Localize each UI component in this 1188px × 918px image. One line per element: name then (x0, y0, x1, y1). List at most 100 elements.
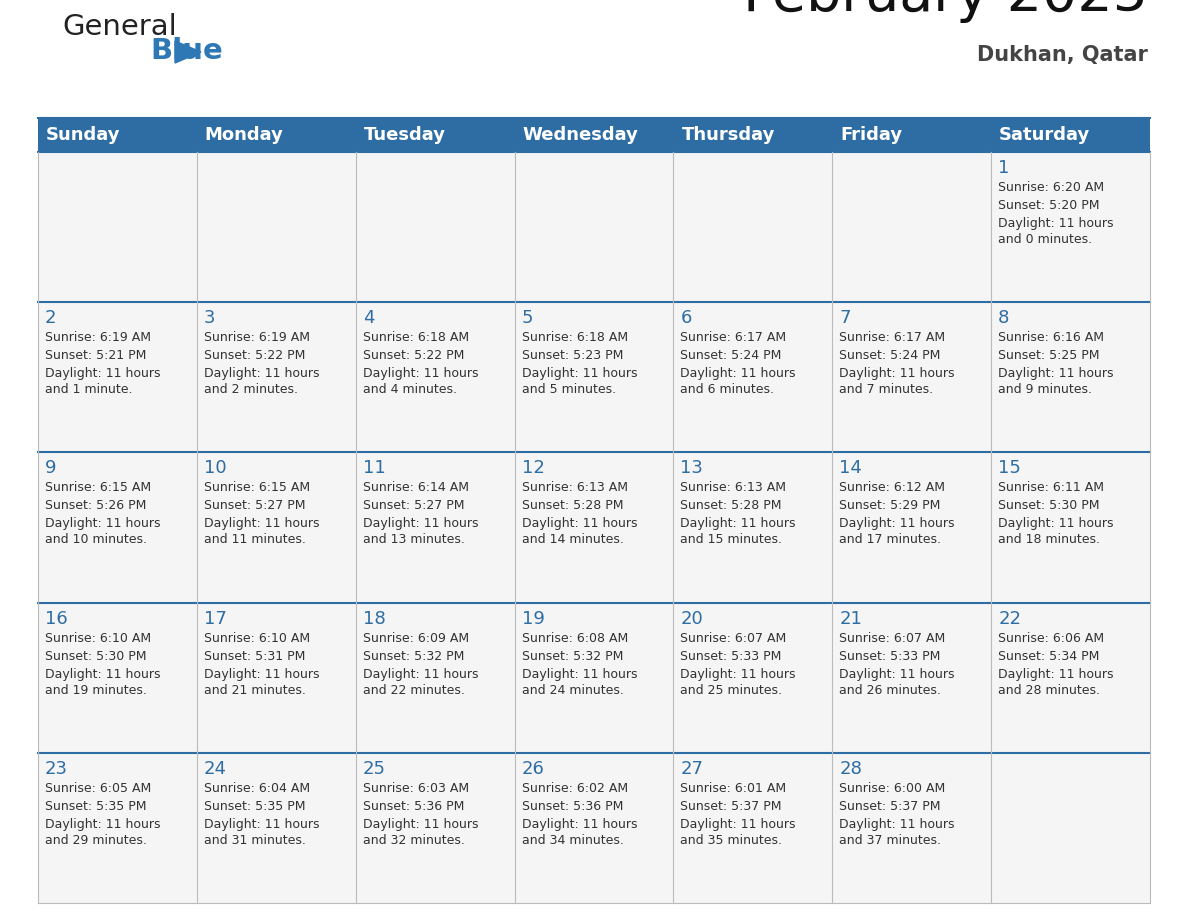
Text: 22: 22 (998, 610, 1022, 628)
Text: 18: 18 (362, 610, 385, 628)
Text: 19: 19 (522, 610, 544, 628)
Text: Daylight: 11 hours: Daylight: 11 hours (522, 667, 637, 680)
Text: Sunset: 5:32 PM: Sunset: 5:32 PM (362, 650, 465, 663)
Text: Saturday: Saturday (999, 126, 1091, 144)
Text: General: General (62, 13, 177, 41)
Text: Sunset: 5:36 PM: Sunset: 5:36 PM (362, 800, 465, 812)
Bar (991, 753, 1150, 903)
Bar (355, 302, 514, 453)
Text: 11: 11 (362, 459, 385, 477)
Text: Daylight: 11 hours: Daylight: 11 hours (362, 818, 479, 831)
Bar (514, 152, 674, 302)
Text: Daylight: 11 hours: Daylight: 11 hours (45, 518, 160, 531)
Bar (197, 753, 355, 903)
Text: Daylight: 11 hours: Daylight: 11 hours (45, 818, 160, 831)
Text: 24: 24 (204, 760, 227, 778)
Text: Daylight: 11 hours: Daylight: 11 hours (998, 367, 1113, 380)
Text: Daylight: 11 hours: Daylight: 11 hours (522, 518, 637, 531)
Text: Sunrise: 6:16 AM: Sunrise: 6:16 AM (998, 331, 1104, 344)
Text: Sunset: 5:37 PM: Sunset: 5:37 PM (681, 800, 782, 812)
Text: Sunrise: 6:20 AM: Sunrise: 6:20 AM (998, 181, 1105, 194)
Text: and 7 minutes.: and 7 minutes. (839, 383, 934, 397)
Bar (355, 152, 514, 302)
Text: 16: 16 (45, 610, 68, 628)
Text: 6: 6 (681, 309, 691, 327)
Text: Sunset: 5:31 PM: Sunset: 5:31 PM (204, 650, 305, 663)
Text: Daylight: 11 hours: Daylight: 11 hours (681, 818, 796, 831)
Text: and 19 minutes.: and 19 minutes. (45, 684, 147, 697)
Text: and 6 minutes.: and 6 minutes. (681, 383, 775, 397)
Bar (514, 753, 674, 903)
Text: Sunrise: 6:05 AM: Sunrise: 6:05 AM (45, 782, 151, 795)
Bar (674, 453, 833, 602)
Text: 25: 25 (362, 760, 386, 778)
Text: 4: 4 (362, 309, 374, 327)
Text: 7: 7 (839, 309, 851, 327)
Text: Daylight: 11 hours: Daylight: 11 hours (204, 667, 320, 680)
Text: and 35 minutes.: and 35 minutes. (681, 834, 783, 846)
Text: Sunset: 5:20 PM: Sunset: 5:20 PM (998, 199, 1100, 212)
Text: Friday: Friday (840, 126, 903, 144)
Text: 15: 15 (998, 459, 1020, 477)
Text: Daylight: 11 hours: Daylight: 11 hours (45, 367, 160, 380)
Bar (674, 753, 833, 903)
Text: Daylight: 11 hours: Daylight: 11 hours (839, 667, 955, 680)
Text: Sunrise: 6:17 AM: Sunrise: 6:17 AM (839, 331, 946, 344)
Text: Sunset: 5:30 PM: Sunset: 5:30 PM (998, 499, 1100, 512)
Text: Sunrise: 6:10 AM: Sunrise: 6:10 AM (204, 632, 310, 644)
Text: and 15 minutes.: and 15 minutes. (681, 533, 783, 546)
Text: Daylight: 11 hours: Daylight: 11 hours (45, 667, 160, 680)
Bar (38, 753, 197, 903)
Text: Daylight: 11 hours: Daylight: 11 hours (839, 818, 955, 831)
Text: Sunrise: 6:13 AM: Sunrise: 6:13 AM (522, 481, 627, 495)
Bar (38, 302, 197, 453)
Text: Sunrise: 6:15 AM: Sunrise: 6:15 AM (204, 481, 310, 495)
Text: Daylight: 11 hours: Daylight: 11 hours (998, 217, 1113, 230)
Text: Sunset: 5:23 PM: Sunset: 5:23 PM (522, 349, 623, 363)
Text: Sunrise: 6:18 AM: Sunrise: 6:18 AM (522, 331, 627, 344)
Text: Sunset: 5:30 PM: Sunset: 5:30 PM (45, 650, 146, 663)
Text: Daylight: 11 hours: Daylight: 11 hours (362, 667, 479, 680)
Text: Sunset: 5:35 PM: Sunset: 5:35 PM (45, 800, 146, 812)
Text: 5: 5 (522, 309, 533, 327)
Text: Sunset: 5:24 PM: Sunset: 5:24 PM (681, 349, 782, 363)
Text: Sunrise: 6:03 AM: Sunrise: 6:03 AM (362, 782, 469, 795)
Text: and 22 minutes.: and 22 minutes. (362, 684, 465, 697)
Text: Wednesday: Wednesday (523, 126, 638, 144)
Text: Daylight: 11 hours: Daylight: 11 hours (362, 518, 479, 531)
Bar (355, 453, 514, 602)
Text: 8: 8 (998, 309, 1010, 327)
Text: and 5 minutes.: and 5 minutes. (522, 383, 615, 397)
Text: Daylight: 11 hours: Daylight: 11 hours (998, 518, 1113, 531)
Text: Sunrise: 6:19 AM: Sunrise: 6:19 AM (204, 331, 310, 344)
Text: Sunset: 5:22 PM: Sunset: 5:22 PM (362, 349, 465, 363)
Text: 28: 28 (839, 760, 862, 778)
Text: Sunrise: 6:18 AM: Sunrise: 6:18 AM (362, 331, 469, 344)
Text: Sunset: 5:33 PM: Sunset: 5:33 PM (839, 650, 941, 663)
Text: Sunset: 5:37 PM: Sunset: 5:37 PM (839, 800, 941, 812)
Text: Sunrise: 6:01 AM: Sunrise: 6:01 AM (681, 782, 786, 795)
Text: 1: 1 (998, 159, 1010, 177)
Bar (833, 753, 991, 903)
Text: Daylight: 11 hours: Daylight: 11 hours (839, 518, 955, 531)
Text: Tuesday: Tuesday (364, 126, 446, 144)
Text: 10: 10 (204, 459, 227, 477)
Text: and 24 minutes.: and 24 minutes. (522, 684, 624, 697)
Text: Sunset: 5:28 PM: Sunset: 5:28 PM (681, 499, 782, 512)
Text: and 25 minutes.: and 25 minutes. (681, 684, 783, 697)
Text: February 2025: February 2025 (742, 0, 1148, 23)
Bar (514, 302, 674, 453)
Text: Sunset: 5:24 PM: Sunset: 5:24 PM (839, 349, 941, 363)
Text: 23: 23 (45, 760, 68, 778)
Bar (38, 602, 197, 753)
Text: Daylight: 11 hours: Daylight: 11 hours (522, 818, 637, 831)
Text: Sunrise: 6:00 AM: Sunrise: 6:00 AM (839, 782, 946, 795)
Text: 12: 12 (522, 459, 544, 477)
Text: Sunrise: 6:12 AM: Sunrise: 6:12 AM (839, 481, 946, 495)
Text: Sunset: 5:28 PM: Sunset: 5:28 PM (522, 499, 623, 512)
Text: Daylight: 11 hours: Daylight: 11 hours (362, 367, 479, 380)
Text: Sunset: 5:35 PM: Sunset: 5:35 PM (204, 800, 305, 812)
Text: Daylight: 11 hours: Daylight: 11 hours (681, 667, 796, 680)
Text: Monday: Monday (204, 126, 284, 144)
Text: and 9 minutes.: and 9 minutes. (998, 383, 1092, 397)
